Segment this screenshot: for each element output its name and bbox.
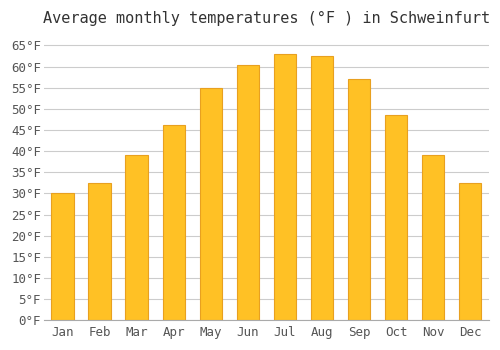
Bar [311,56,333,320]
Bar [459,183,481,320]
Bar [348,79,370,320]
Bar [274,54,296,320]
Bar [162,125,185,320]
Bar [422,155,444,320]
Bar [236,65,259,320]
Bar [126,155,148,320]
Bar [200,88,222,320]
Bar [385,115,407,320]
Bar [88,183,110,320]
Bar [52,193,74,320]
Title: Average monthly temperatures (°F ) in Schweinfurt: Average monthly temperatures (°F ) in Sc… [43,11,490,26]
